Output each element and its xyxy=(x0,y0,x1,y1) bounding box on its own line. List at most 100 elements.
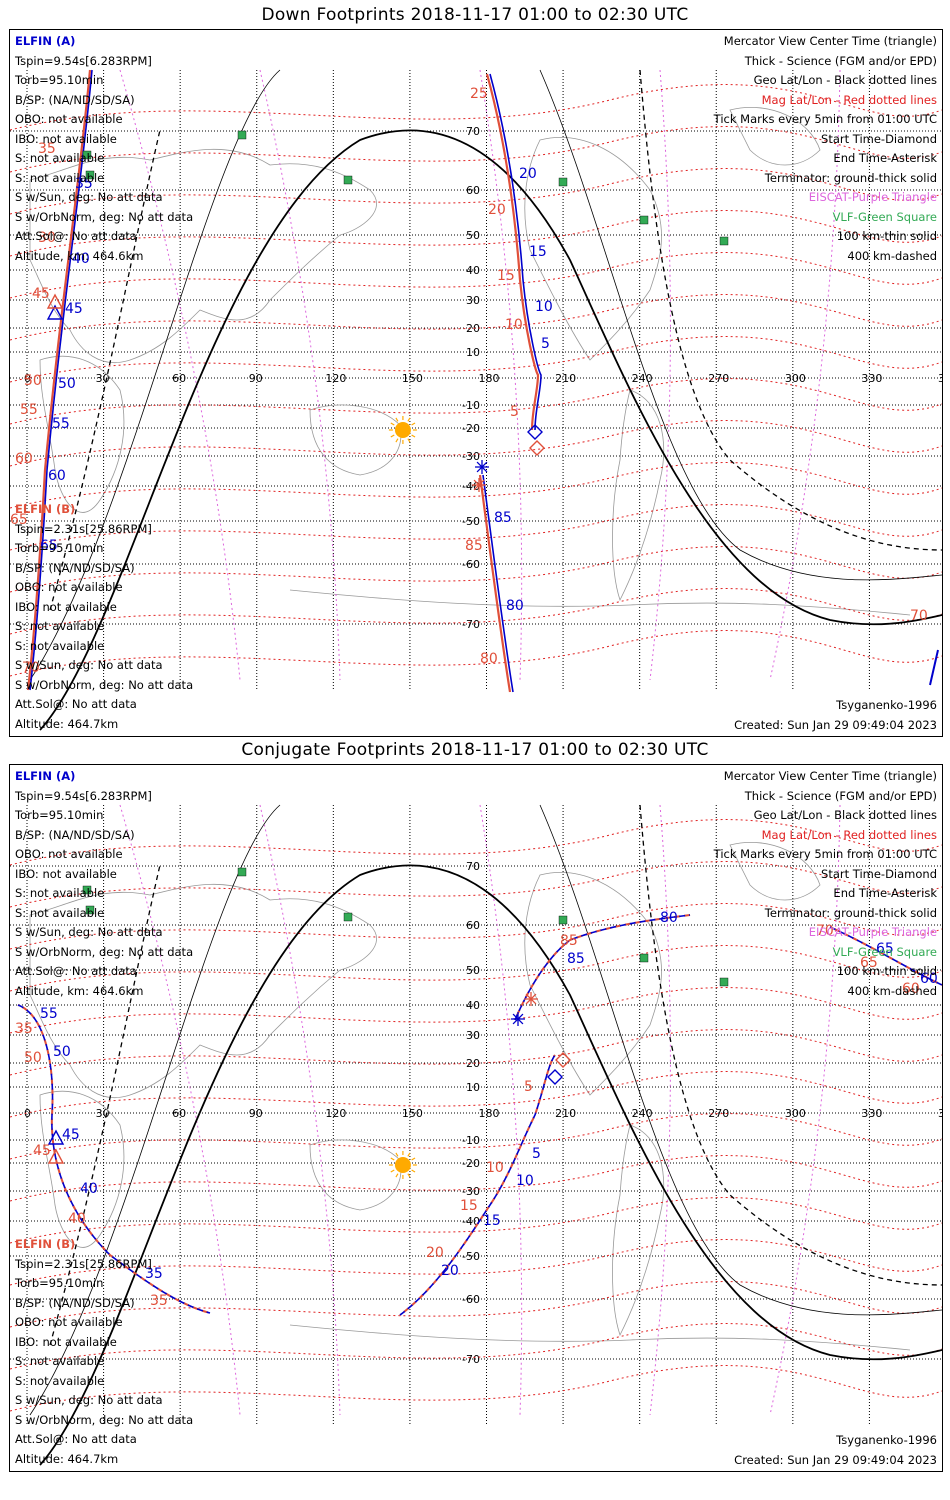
coastline xyxy=(524,872,662,1096)
mag-lon-line xyxy=(649,804,671,1416)
vlf-station-icon xyxy=(237,130,247,140)
tick-label-a: 45 xyxy=(65,301,83,317)
att-b: Att.Sol@: No att data xyxy=(15,697,137,711)
legend-tick-marks: Tick Marks every 5min from 01:00 UTC xyxy=(713,112,937,126)
sun-ray xyxy=(390,434,395,438)
ibo-a: IBO: not available xyxy=(15,131,117,146)
coastline xyxy=(309,1139,402,1211)
orbit-track-b xyxy=(485,73,540,431)
lat-tick-label: 10 xyxy=(466,346,480,359)
torb-b: Torb=95.10min xyxy=(15,541,104,555)
s2-b: S: not available xyxy=(15,638,105,653)
ibo-b: IBO: not available xyxy=(15,1334,117,1349)
lat-tick-label: -10 xyxy=(462,399,480,412)
center-triangle-icon xyxy=(47,1148,65,1164)
map-panel-conjugate: 0 30 60 90 120 150 180 210 240 270 300 330 360 70 60 50… xyxy=(9,764,943,1472)
center-triangle-icon xyxy=(46,293,64,309)
tick-label-b: 20 xyxy=(488,202,506,218)
info-elfin-a: ELFIN (A) Tspin=9.54s[6.283RPM] Torb=95.… xyxy=(15,32,193,266)
terminator-lines xyxy=(29,69,942,731)
lat-tick-label: -30 xyxy=(462,450,480,463)
lon-tick-label: 120 xyxy=(325,1107,346,1120)
mag-lat-line xyxy=(10,630,942,677)
lat-tick-label: 30 xyxy=(466,294,480,307)
lon-tick-label: 240 xyxy=(632,1107,653,1120)
lat-tick-label: 40 xyxy=(466,264,480,277)
tick-label-b: 10 xyxy=(486,1160,504,1176)
legend-mag-grid: Mag Lat/Lon - Red dotted lines xyxy=(761,92,937,107)
legend-center-time: Mercator View Center Time (triangle) xyxy=(723,769,937,783)
tick-label-a: 85 xyxy=(567,951,585,967)
sun-ray xyxy=(407,438,411,443)
mag-lat-line xyxy=(10,1281,942,1328)
tick-label-a: 65 xyxy=(876,941,894,957)
lon-tick-label: 90 xyxy=(249,372,263,385)
lon-tick-label: 120 xyxy=(325,372,346,385)
lon-tick-label: 360 xyxy=(938,1107,942,1120)
vlf-station-icon xyxy=(639,953,649,963)
mag-lon-line xyxy=(259,804,341,1416)
orbit-track-b xyxy=(514,914,691,1021)
lat-tick-label: -10 xyxy=(462,1134,480,1147)
sorb-b: S w/OrbNorm, deg: No att data xyxy=(15,677,194,692)
sun-ray xyxy=(411,1169,416,1173)
vlf-station-icon xyxy=(237,867,247,877)
coastline xyxy=(612,389,665,602)
vlf-station-icon xyxy=(719,977,729,987)
tick-label-b: 15 xyxy=(460,1198,478,1214)
terminator-100km xyxy=(29,804,942,1416)
ssun-a: S w/Sun, deg: No att data xyxy=(15,925,163,939)
tick-label-b: 85 xyxy=(560,933,578,949)
sorb-a: S w/OrbNorm, deg: No att data xyxy=(15,209,194,224)
lat-tick-label: -60 xyxy=(462,1293,480,1306)
tick-label-b: 70 xyxy=(910,608,928,624)
lon-tick-label: 270 xyxy=(708,1107,729,1120)
lon-tick-label: 90 xyxy=(249,1107,263,1120)
mag-lat-line xyxy=(10,168,942,215)
orbit-track-a xyxy=(829,926,942,986)
legend-geo-grid: Geo Lat/Lon - Black dotted lines xyxy=(753,808,937,822)
lat-tick-label: 40 xyxy=(466,999,480,1012)
obo-b: OBO: not available xyxy=(15,580,123,594)
tick-label-a: 55 xyxy=(52,416,70,432)
s1-a: S: not available xyxy=(15,151,105,165)
mag-lat-line xyxy=(10,1239,942,1286)
tick-label-b: 35 xyxy=(15,1021,33,1037)
terminator-400km xyxy=(49,69,942,611)
coastline xyxy=(524,137,662,361)
lon-tick-label: 30 xyxy=(96,1107,110,1120)
bsp-b: B/SP: (NA/ND/SD/SA) xyxy=(15,560,135,575)
ibo-b: IBO: not available xyxy=(15,599,117,614)
vlf-station-icon xyxy=(639,215,649,225)
legend-100km: 100 km-thin solid xyxy=(836,229,937,243)
att-b: Att.Sol@: No att data xyxy=(15,1432,137,1446)
tick-label-b: 35 xyxy=(38,141,56,157)
end-asterisk-icon xyxy=(512,1013,524,1025)
tick-label-b: 70 xyxy=(22,660,40,676)
coastline xyxy=(729,842,821,901)
legend-tick-marks: Tick Marks every 5min from 01:00 UTC xyxy=(713,847,937,861)
mag-lon-line xyxy=(769,804,841,1416)
tick-label-b: 5 xyxy=(510,404,519,420)
legend-mag-grid: Mag Lat/Lon - Red dotted lines xyxy=(761,827,937,842)
tick-label-a: 80 xyxy=(660,910,678,926)
mag-lat-line xyxy=(10,378,942,425)
geo-grid: 0 30 60 90 120 150 180 210 240 270 300 330 360 70 60 50… xyxy=(10,70,942,690)
lon-tick-label: 0 xyxy=(24,372,31,385)
orbit-track-a xyxy=(29,69,93,691)
ibo-a: IBO: not available xyxy=(15,866,117,881)
sun-ray xyxy=(395,438,399,443)
elfin-b-label: ELFIN (B) xyxy=(15,1237,76,1251)
info-elfin-a: ELFIN (A) Tspin=9.54s[6.283RPM] Torb=95.… xyxy=(15,767,193,1001)
lat-tick-label: -20 xyxy=(462,1157,480,1170)
tick-label-b: 15 xyxy=(497,268,515,284)
s1-a: S: not available xyxy=(15,886,105,900)
model-label: Tsyganenko-1996 xyxy=(836,698,937,712)
tick-label-a: 45 xyxy=(62,1127,80,1143)
vlf-station-icon xyxy=(343,175,353,185)
sun-ray xyxy=(390,422,395,426)
lat-tick-label: 60 xyxy=(466,184,480,197)
tick-label-b: 35 xyxy=(150,1293,168,1309)
legend-vlf: VLF-Green Square xyxy=(832,944,937,959)
info-elfin-b: ELFIN (B) Tspin=2.31s[25.86RPM] Torb=95.… xyxy=(15,1235,193,1469)
